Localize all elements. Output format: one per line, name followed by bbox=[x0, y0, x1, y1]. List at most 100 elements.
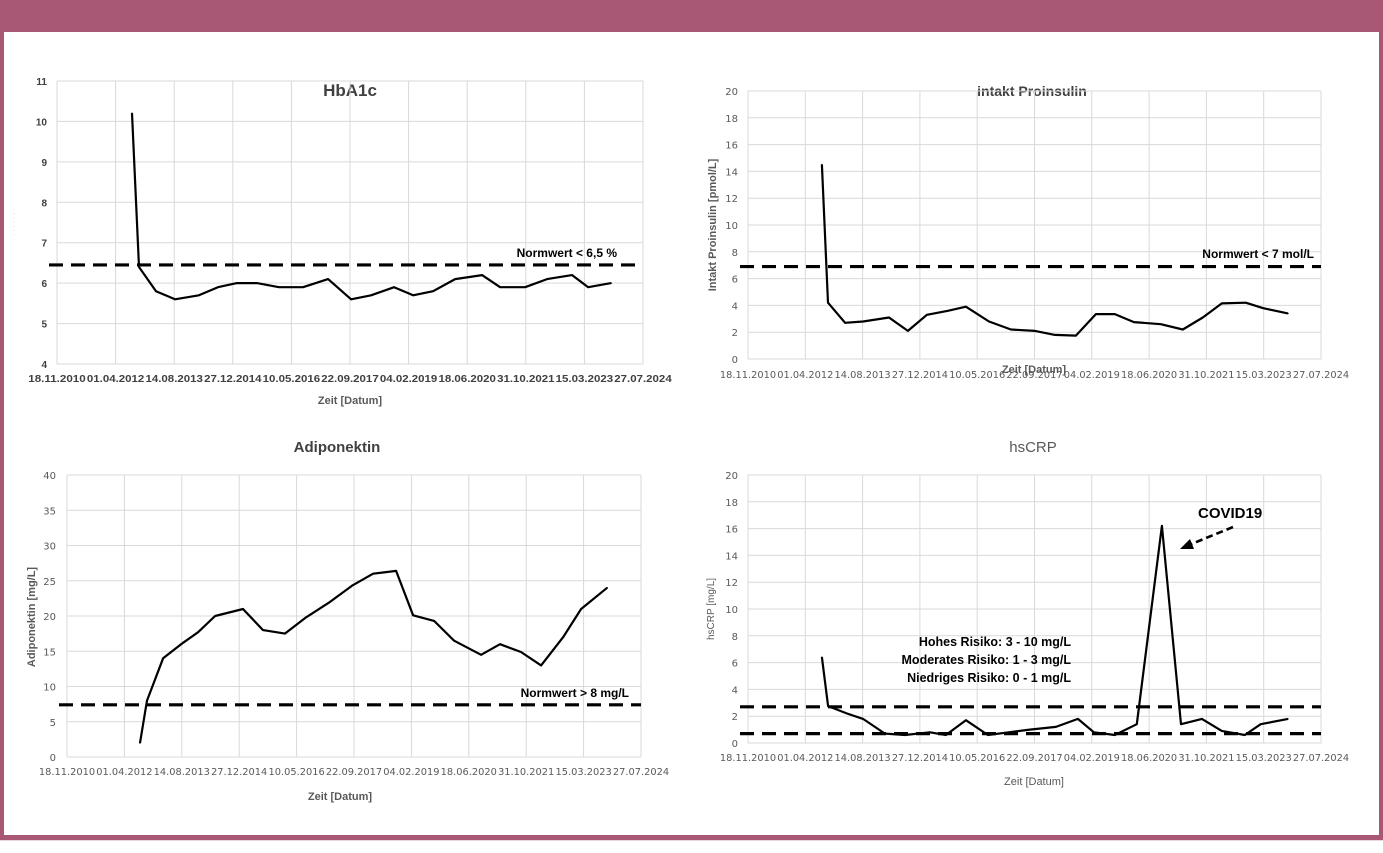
data-point bbox=[242, 608, 244, 610]
x-tick-label: 10.05.2016 bbox=[263, 374, 321, 385]
reference-line-label: Normwert < 7 mol/L bbox=[1202, 247, 1314, 261]
data-point bbox=[907, 330, 909, 332]
y-tick-label: 8 bbox=[732, 248, 738, 259]
data-point bbox=[884, 732, 886, 735]
data-point bbox=[174, 298, 176, 301]
y-tick-label: 20 bbox=[43, 612, 56, 623]
y-tick-label: 2 bbox=[732, 328, 738, 339]
frame-right-border bbox=[1379, 0, 1383, 840]
data-point bbox=[1261, 307, 1264, 309]
y-axis-title: hsCRP [mg/L] bbox=[706, 578, 717, 640]
y-tick-label: 35 bbox=[43, 506, 56, 517]
data-point bbox=[1034, 330, 1036, 332]
x-tick-label: 27.07.2024 bbox=[1293, 753, 1349, 764]
x-tick-label: 04.02.2019 bbox=[383, 767, 439, 778]
data-point bbox=[1133, 321, 1135, 323]
x-tick-label: 18.06.2020 bbox=[1121, 370, 1177, 381]
data-point bbox=[278, 286, 280, 288]
x-axis-title: Zeit [Datum] bbox=[318, 395, 383, 407]
x-tick-label: 04.02.2019 bbox=[380, 374, 438, 385]
y-tick-label: 10 bbox=[725, 221, 738, 232]
y-tick-label: 20 bbox=[725, 87, 738, 98]
reference-line-label: Normwert < 6,5 % bbox=[517, 246, 618, 260]
data-point bbox=[370, 294, 372, 297]
data-point bbox=[350, 298, 352, 301]
data-point bbox=[1008, 731, 1010, 734]
x-tick-label: 27.12.2014 bbox=[204, 374, 262, 385]
data-point bbox=[499, 286, 501, 288]
x-tick-label: 14.08.2013 bbox=[835, 370, 891, 381]
x-tick-label: 31.10.2021 bbox=[497, 374, 555, 385]
data-point bbox=[580, 608, 582, 610]
x-tick-label: 18.11.2010 bbox=[720, 370, 776, 381]
y-tick-label: 8 bbox=[732, 632, 738, 643]
chart-title: Adiponektin bbox=[294, 439, 381, 456]
data-point bbox=[1202, 316, 1204, 319]
data-point bbox=[965, 305, 967, 308]
x-tick-label: 31.10.2021 bbox=[1178, 753, 1234, 764]
y-tick-label: 9 bbox=[41, 158, 47, 169]
x-tick-label: 01.04.2012 bbox=[777, 370, 833, 381]
x-axis-title: Zeit [Datum] bbox=[1002, 364, 1067, 376]
x-tick-label: 22.09.2017 bbox=[321, 374, 379, 385]
y-tick-label: 18 bbox=[725, 498, 738, 509]
y-tick-label: 12 bbox=[725, 578, 738, 589]
data-point bbox=[520, 651, 522, 653]
y-tick-label: 0 bbox=[732, 739, 738, 750]
y-tick-label: 25 bbox=[43, 577, 56, 588]
covid19-arrow-icon bbox=[1180, 525, 1234, 549]
data-point bbox=[862, 320, 864, 323]
data-point bbox=[1287, 718, 1289, 720]
data-point bbox=[821, 163, 823, 166]
x-tick-label: 10.05.2016 bbox=[268, 767, 324, 778]
data-point bbox=[395, 570, 397, 572]
data-point bbox=[499, 643, 501, 645]
data-point bbox=[217, 286, 219, 288]
data-point bbox=[1245, 301, 1247, 304]
y-tick-label: 2 bbox=[732, 712, 738, 723]
data-point bbox=[351, 584, 353, 587]
x-tick-label: 01.04.2012 bbox=[96, 767, 152, 778]
risk-label-moderate: Moderates Risiko: 1 - 3 mg/L bbox=[902, 653, 1072, 667]
data-point bbox=[1159, 323, 1162, 325]
x-axis-title: Zeit [Datum] bbox=[308, 791, 373, 803]
data-point bbox=[180, 643, 182, 645]
y-tick-label: 10 bbox=[36, 117, 48, 128]
data-point bbox=[926, 313, 928, 316]
x-tick-label: 14.08.2013 bbox=[154, 767, 210, 778]
data-point bbox=[929, 731, 931, 734]
data-point bbox=[965, 719, 967, 722]
y-tick-label: 4 bbox=[732, 685, 738, 696]
data-point bbox=[571, 274, 573, 276]
data-point bbox=[827, 301, 829, 304]
data-point bbox=[256, 282, 258, 284]
x-tick-label: 01.04.2012 bbox=[87, 374, 145, 385]
data-point bbox=[198, 294, 200, 297]
data-point bbox=[546, 278, 548, 280]
series-line bbox=[130, 113, 612, 301]
data-point bbox=[945, 734, 947, 736]
covid19-annotation: COVID19 bbox=[1198, 505, 1262, 522]
data-point bbox=[947, 309, 949, 312]
x-tick-label: 18.06.2020 bbox=[1121, 753, 1177, 764]
data-point bbox=[988, 320, 990, 323]
y-tick-label: 11 bbox=[36, 77, 47, 88]
y-tick-label: 5 bbox=[41, 320, 47, 331]
data-point bbox=[1075, 334, 1077, 337]
data-point bbox=[524, 286, 526, 288]
y-tick-label: 12 bbox=[725, 194, 738, 205]
data-point bbox=[1114, 313, 1116, 315]
data-point bbox=[827, 705, 829, 707]
y-tick-label: 20 bbox=[725, 471, 738, 482]
x-tick-label: 10.05.2016 bbox=[949, 370, 1005, 381]
data-point bbox=[1029, 728, 1031, 731]
data-point bbox=[480, 653, 482, 656]
x-tick-label: 18.11.2010 bbox=[39, 767, 95, 778]
data-point bbox=[1114, 734, 1116, 736]
y-tick-label: 14 bbox=[725, 551, 738, 562]
x-tick-label: 27.12.2014 bbox=[892, 753, 948, 764]
x-tick-label: 27.12.2014 bbox=[211, 767, 267, 778]
